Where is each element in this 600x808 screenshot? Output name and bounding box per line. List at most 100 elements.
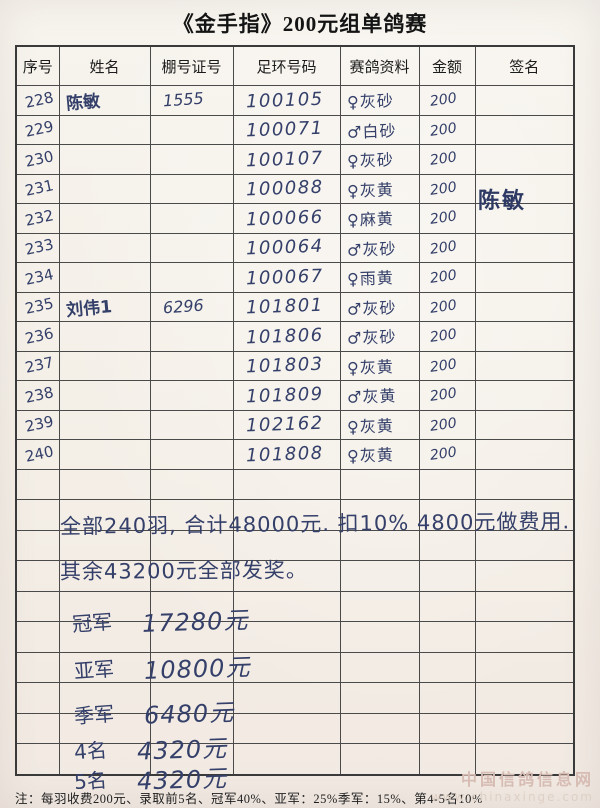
- cell-info: ♀灰黄: [339, 439, 420, 470]
- handwritten-info: ♂灰黄: [346, 386, 397, 408]
- table-row: 230 100107 ♀灰砂 200: [15, 144, 575, 175]
- cell-amount: 200: [418, 262, 476, 293]
- table-row: 238 101809 ♂灰黄 200: [15, 380, 575, 411]
- cell-info: ♂灰砂: [339, 232, 420, 263]
- cell-sign: [474, 232, 575, 263]
- cell-ring: 100066: [232, 203, 341, 234]
- empty-cell: [149, 682, 234, 714]
- empty-cell: [418, 590, 476, 622]
- handwritten-info: ♀灰黄: [346, 179, 394, 201]
- handwritten-info: ♀灰黄: [346, 415, 394, 437]
- handwritten-ring: 100066: [245, 206, 324, 231]
- handwritten-no: 237: [23, 353, 56, 378]
- cell-info: ♂灰黄: [339, 380, 420, 411]
- empty-cell: [58, 590, 151, 622]
- empty-grid-row: [15, 712, 575, 744]
- cell-no: 230: [15, 144, 60, 175]
- cell-name: 陈敏: [58, 85, 151, 116]
- cell-no: 234: [15, 262, 60, 293]
- empty-grid-row: [15, 743, 575, 775]
- empty-cell: [418, 712, 476, 744]
- cell-amount: 200: [418, 439, 476, 470]
- empty-cell: [474, 590, 575, 622]
- empty-cell: [474, 712, 575, 744]
- col-header-loft-id: 棚号证号: [149, 45, 234, 86]
- handwritten-loft: 6296: [161, 295, 204, 318]
- empty-cell: [418, 743, 476, 775]
- empty-cell: [339, 529, 420, 561]
- empty-cell: [418, 529, 476, 561]
- empty-cell: [58, 651, 151, 683]
- page-title: 《金手指》200元组单鸽赛: [172, 12, 428, 36]
- handwritten-info: ♀灰黄: [346, 356, 394, 378]
- handwritten-amount: 200: [428, 296, 458, 317]
- col-header-ring-no: 足环号码: [232, 45, 341, 86]
- handwritten-amount: 200: [428, 178, 458, 199]
- cell-ring: 100105: [232, 85, 341, 116]
- empty-cell: [232, 682, 341, 714]
- handwritten-info: ♀麻黄: [346, 209, 394, 231]
- handwritten-ring: 101809: [245, 383, 324, 408]
- empty-cell: [149, 590, 234, 622]
- table-row: 234 100067 ♀雨黄 200: [15, 262, 575, 293]
- cell-ring: 102162: [232, 409, 341, 440]
- empty-cell: [149, 560, 234, 592]
- cell-amount: 200: [418, 291, 476, 322]
- handwritten-amount: 200: [428, 414, 458, 435]
- cell-loft: [149, 262, 234, 293]
- empty-cell: [15, 560, 60, 592]
- table-row: 240 101808 ♀灰黄 200: [15, 439, 575, 470]
- site-watermark: 中国信鸽信息网 www.chinaxinge.com: [431, 770, 594, 805]
- empty-cell: [474, 621, 575, 653]
- col-header-pigeon-info: 赛鸽资料: [339, 45, 420, 86]
- handwritten-ring: 101801: [245, 294, 324, 319]
- handwritten-amount: 200: [428, 385, 458, 406]
- empty-cell: [15, 682, 60, 714]
- handwritten-ring: 102162: [245, 412, 324, 437]
- cell-loft: [149, 144, 234, 175]
- handwritten-no: 240: [23, 441, 56, 466]
- cell-name: [58, 232, 151, 263]
- empty-cell: [474, 468, 575, 500]
- cell-sign: [474, 173, 575, 204]
- cell-ring: 101808: [232, 439, 341, 470]
- empty-cell: [418, 499, 476, 531]
- cell-ring: 100067: [232, 262, 341, 293]
- cell-sign: [474, 262, 575, 293]
- cell-loft: [149, 350, 234, 381]
- empty-cell: [149, 651, 234, 683]
- cell-name: [58, 144, 151, 175]
- handwritten-name: 陈敏: [64, 91, 101, 115]
- empty-cell: [15, 651, 60, 683]
- cell-info: ♀雨黄: [339, 262, 420, 293]
- handwritten-ring: 100064: [245, 235, 324, 260]
- cell-amount: 200: [418, 114, 476, 145]
- cell-amount: 200: [418, 350, 476, 381]
- empty-cell: [339, 712, 420, 744]
- cell-no: 237: [15, 350, 60, 381]
- empty-grid-row: [15, 621, 575, 653]
- empty-cell: [339, 499, 420, 531]
- empty-cell: [58, 468, 151, 500]
- empty-cell: [58, 529, 151, 561]
- empty-cell: [474, 682, 575, 714]
- cell-loft: [149, 409, 234, 440]
- handwritten-no: 228: [23, 87, 56, 112]
- empty-grid-row: [15, 682, 575, 714]
- cell-amount: 200: [418, 203, 476, 234]
- empty-cell: [58, 712, 151, 744]
- empty-grid-row: [15, 529, 575, 561]
- cell-info: ♂灰砂: [339, 321, 420, 352]
- empty-cell: [15, 499, 60, 531]
- handwritten-no: 233: [23, 235, 56, 260]
- table-row: 229 100071 ♂白砂 200: [15, 114, 575, 145]
- cell-info: ♂白砂: [339, 114, 420, 145]
- empty-cell: [418, 621, 476, 653]
- empty-cell: [339, 651, 420, 683]
- handwritten-no: 229: [23, 117, 56, 142]
- handwritten-no: 236: [23, 323, 56, 348]
- handwritten-info: ♂灰砂: [346, 238, 397, 260]
- table-row: 236 101806 ♂灰砂 200: [15, 321, 575, 352]
- table-row: 235 刘伟1 6296 101801 ♂灰砂 200: [15, 291, 575, 322]
- handwritten-ring: 100088: [245, 176, 324, 201]
